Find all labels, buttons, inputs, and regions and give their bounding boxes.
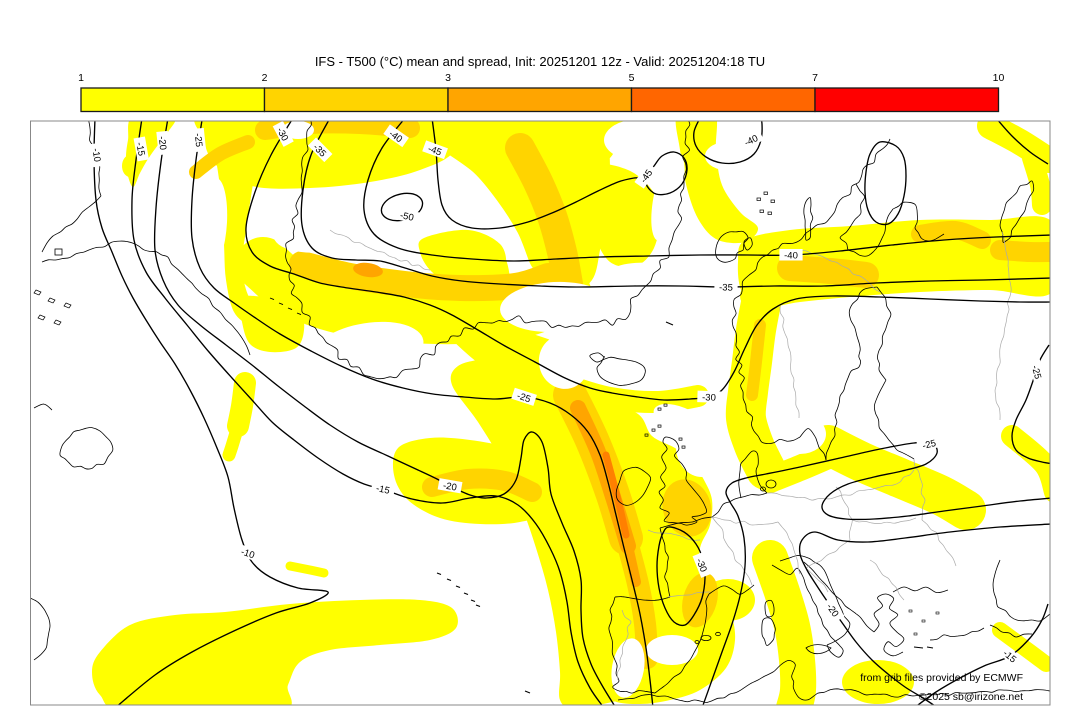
svg-text:1: 1 [78,72,84,84]
svg-text:©2025 sb@irizone.net: ©2025 sb@irizone.net [919,691,1023,703]
svg-text:-50: -50 [399,210,415,224]
svg-text:-40: -40 [743,133,760,149]
svg-text:-25: -25 [1029,364,1043,380]
svg-text:IFS - T500 (°C) mean and sprea: IFS - T500 (°C) mean and spread, Init: 2… [315,54,765,69]
svg-text:-35: -35 [719,282,733,293]
svg-text:-20: -20 [156,136,168,151]
svg-text:7: 7 [812,72,818,84]
svg-text:-15: -15 [375,483,391,497]
svg-text:-25: -25 [192,133,204,148]
svg-text:-30: -30 [702,392,716,403]
svg-text:-40: -40 [784,251,798,262]
svg-text:5: 5 [629,72,635,84]
svg-text:10: 10 [993,72,1005,84]
svg-text:-25: -25 [921,438,937,452]
svg-text:-25: -25 [515,391,531,406]
svg-text:-10: -10 [239,547,255,562]
svg-text:-45: -45 [426,143,443,158]
svg-text:-15: -15 [133,141,146,156]
svg-text:3: 3 [445,72,451,84]
svg-text:2: 2 [262,72,268,84]
svg-text:from grib files provided by EC: from grib files provided by ECMWF [860,672,1023,684]
svg-text:-10: -10 [90,148,103,163]
svg-text:-20: -20 [442,480,457,493]
svg-text:-30: -30 [693,557,708,574]
